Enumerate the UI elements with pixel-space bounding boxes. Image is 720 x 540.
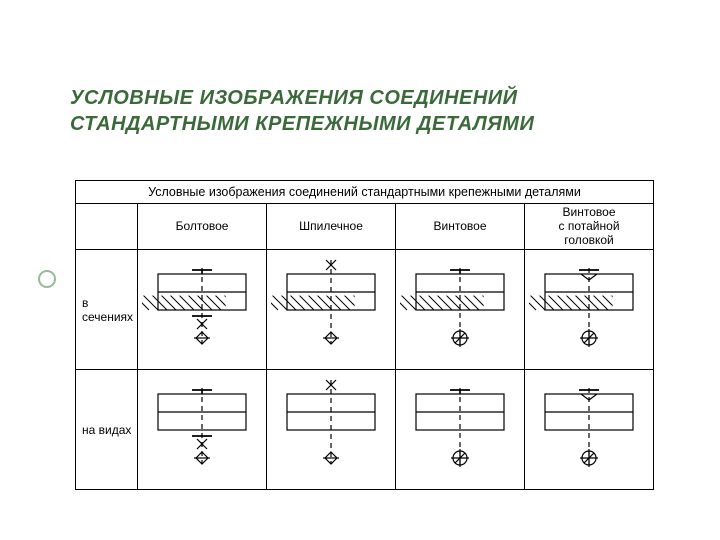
cell-section-screw (396, 250, 525, 370)
cell-section-stud (267, 250, 396, 370)
cell-view-stud (267, 370, 396, 490)
col-header-stud: Шпилечное (267, 204, 396, 250)
col-header-screw: Винтовое (396, 204, 525, 250)
col-header-bolt: Болтовое (138, 204, 267, 250)
slide-title: УСЛОВНЫЕ ИЗОБРАЖЕНИЯ СОЕДИНЕНИЙ СТАНДАРТ… (70, 85, 534, 137)
col-header-flathead: Винтовое с потайной головкой (525, 204, 654, 250)
slide-bullet (38, 270, 56, 288)
title-line-2: СТАНДАРТНЫМИ КРЕПЕЖНЫМИ ДЕТАЛЯМИ (70, 113, 534, 135)
table-caption: Условные изображения соединений стандарт… (76, 181, 654, 204)
cell-section-bolt (138, 250, 267, 370)
cell-view-bolt (138, 370, 267, 490)
cell-view-screw (396, 370, 525, 490)
cell-section-flathead (525, 250, 654, 370)
cell-view-flathead (525, 370, 654, 490)
fastener-table: Условные изображения соединений стандарт… (75, 180, 654, 490)
row-label-sections: в сечениях (76, 250, 138, 370)
col-header-blank (76, 204, 138, 250)
row-label-views: на видах (76, 370, 138, 490)
title-line-1: УСЛОВНЫЕ ИЗОБРАЖЕНИЯ СОЕДИНЕНИЙ (70, 87, 518, 109)
